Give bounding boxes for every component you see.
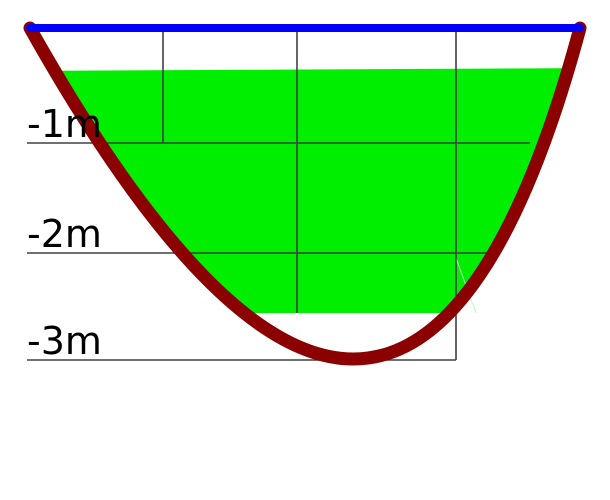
- depth-label-3m: -3m: [27, 319, 102, 363]
- depth-label-2m: -2m: [27, 212, 102, 256]
- basin-profile-curve: [23, 21, 587, 366]
- depth-label-1m: -1m: [27, 102, 102, 146]
